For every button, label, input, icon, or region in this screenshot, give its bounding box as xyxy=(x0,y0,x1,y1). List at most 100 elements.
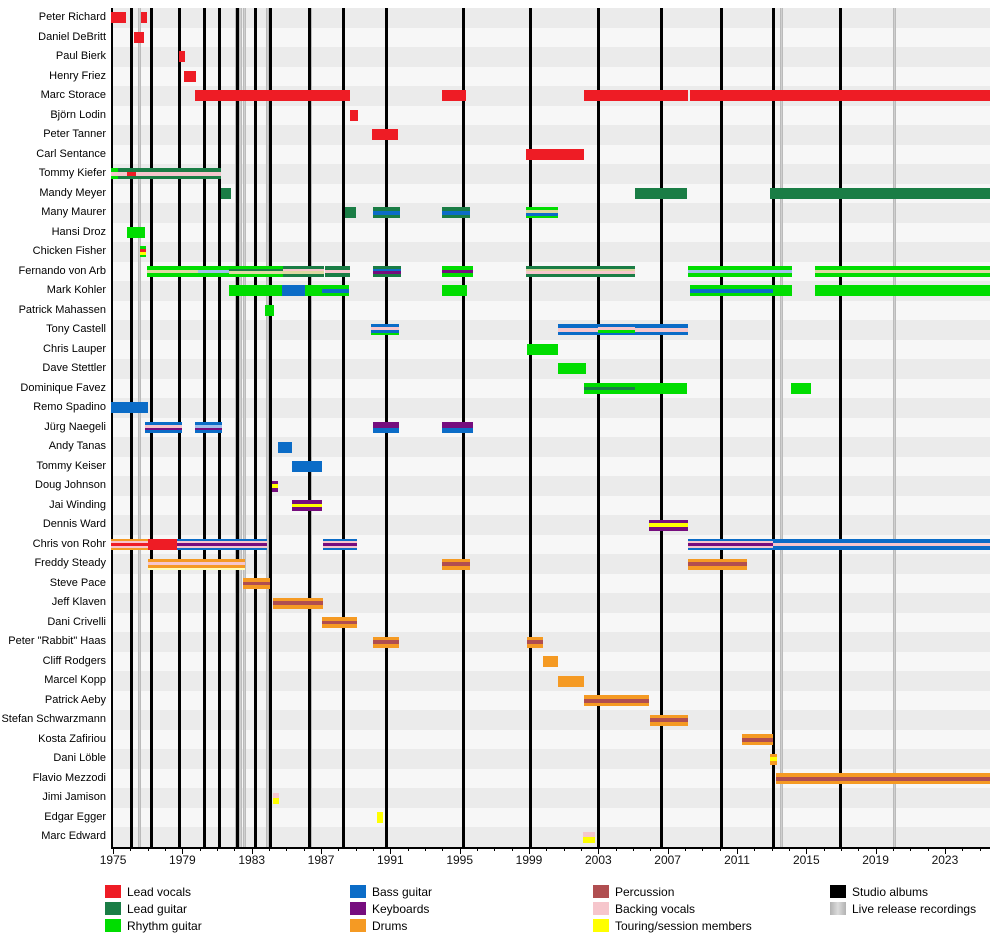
role-stripe-darkgreen xyxy=(442,214,471,219)
member-label: Jürg Naegeli xyxy=(44,420,106,433)
role-stripe-green xyxy=(814,273,990,277)
axis-minor-tick xyxy=(788,847,790,851)
role-stripe-green xyxy=(690,292,774,297)
axis-minor-tick xyxy=(858,847,860,851)
axis-tick-label: 2015 xyxy=(792,853,820,867)
tenure-bar xyxy=(147,558,245,570)
axis-minor-tick xyxy=(910,847,912,851)
role-stripe-green xyxy=(690,285,774,290)
role-stripe-blue xyxy=(282,285,306,297)
role-stripe-pink xyxy=(272,792,280,799)
legend-label: Lead vocals xyxy=(127,885,192,899)
role-stripe-purple xyxy=(442,422,473,428)
role-stripe-green xyxy=(139,254,146,258)
axis-minor-tick xyxy=(754,847,756,851)
role-stripe-red xyxy=(442,90,466,102)
member-label: Stefan Schwarzmann xyxy=(1,713,106,726)
role-stripe-darkgreen xyxy=(126,168,136,173)
role-stripe-blue xyxy=(773,539,990,543)
tenure-bar xyxy=(525,207,559,219)
member-label: Marc Storace xyxy=(40,89,106,102)
role-stripe-pink xyxy=(688,541,774,544)
role-stripe-percussion xyxy=(775,776,990,781)
axis-minor-tick xyxy=(667,847,669,854)
role-stripe-orange xyxy=(243,585,270,590)
role-stripe-green xyxy=(305,285,322,297)
row-band xyxy=(111,554,990,574)
role-stripe-green xyxy=(229,285,283,297)
role-stripe-darkgreen xyxy=(584,386,635,391)
role-stripe-blue xyxy=(291,461,322,473)
x-axis-line xyxy=(111,847,990,849)
tenure-bar xyxy=(345,207,356,219)
role-stripe-blue xyxy=(322,547,358,551)
axis-minor-tick xyxy=(632,847,634,851)
role-stripe-blue xyxy=(194,430,223,433)
axis-minor-tick xyxy=(303,847,305,851)
axis-minor-tick xyxy=(823,847,825,851)
role-stripe-orange xyxy=(442,565,471,570)
member-label: Flavio Mezzodi xyxy=(32,771,106,784)
role-stripe-orange xyxy=(321,624,358,629)
tenure-bar xyxy=(442,90,466,102)
member-label: Doug Johnson xyxy=(35,479,106,492)
member-label: Peter "Rabbit" Haas xyxy=(8,635,106,648)
role-stripe-darkgreen xyxy=(282,265,325,269)
member-label: Chris von Rohr xyxy=(32,537,106,550)
tenure-bar xyxy=(139,246,146,258)
axis-minor-tick xyxy=(355,847,357,851)
role-stripe-red xyxy=(111,543,148,546)
member-label: Dominique Favez xyxy=(20,381,106,394)
studio-album-line xyxy=(253,8,257,847)
axis-minor-tick xyxy=(736,847,738,854)
role-stripe-red xyxy=(178,51,185,63)
role-stripe-red xyxy=(140,12,147,24)
role-stripe-green xyxy=(773,285,793,297)
role-stripe-orange xyxy=(558,675,585,687)
member-label: Dennis Ward xyxy=(42,518,106,531)
axis-minor-tick xyxy=(390,847,392,854)
axis-minor-tick xyxy=(251,847,253,854)
role-stripe-green xyxy=(527,343,559,355)
role-stripe-purple xyxy=(177,543,268,546)
tenure-bar xyxy=(769,753,777,765)
axis-minor-tick xyxy=(563,847,565,851)
role-stripe-red xyxy=(133,31,145,43)
role-stripe-orange xyxy=(111,547,148,551)
legend-label: Keyboards xyxy=(372,902,430,916)
axis-minor-tick xyxy=(442,847,444,851)
role-stripe-blue xyxy=(145,422,183,425)
row-band xyxy=(111,222,990,243)
tenure-bar xyxy=(272,792,280,804)
role-stripe-pink xyxy=(371,327,400,330)
role-stripe-yellow xyxy=(769,757,777,762)
tenure-bar xyxy=(133,31,145,43)
member-label: Henry Friez xyxy=(49,69,106,82)
tenure-bar xyxy=(322,539,358,551)
tenure-bar xyxy=(525,265,635,277)
tenure-bar xyxy=(305,285,322,297)
role-stripe-darkgreen xyxy=(373,207,400,212)
studio-album-line xyxy=(839,8,843,847)
tenure-bar xyxy=(742,734,773,746)
role-stripe-percussion xyxy=(442,562,471,566)
tenure-bar xyxy=(558,675,585,687)
tenure-bar xyxy=(373,636,400,648)
role-stripe-pink xyxy=(111,541,148,544)
axis-tick-label: 2019 xyxy=(862,853,889,867)
tenure-bar xyxy=(688,265,793,277)
studio-album-line xyxy=(236,8,240,847)
role-stripe-percussion xyxy=(373,640,400,644)
role-stripe-blue xyxy=(773,546,990,551)
role-stripe-blue xyxy=(277,441,292,453)
legend: Lead vocals Lead guitar Rhythm guitar Bass … xyxy=(0,885,1000,945)
row-band xyxy=(111,495,990,516)
role-stripe-pink xyxy=(118,172,127,176)
tenure-bar xyxy=(584,695,649,707)
axis-minor-tick xyxy=(199,847,201,851)
role-stripe-green xyxy=(442,273,473,277)
row-band xyxy=(111,632,990,652)
role-stripe-darkgreen xyxy=(118,175,127,180)
role-stripe-orange xyxy=(775,780,990,785)
role-stripe-red xyxy=(184,70,197,82)
